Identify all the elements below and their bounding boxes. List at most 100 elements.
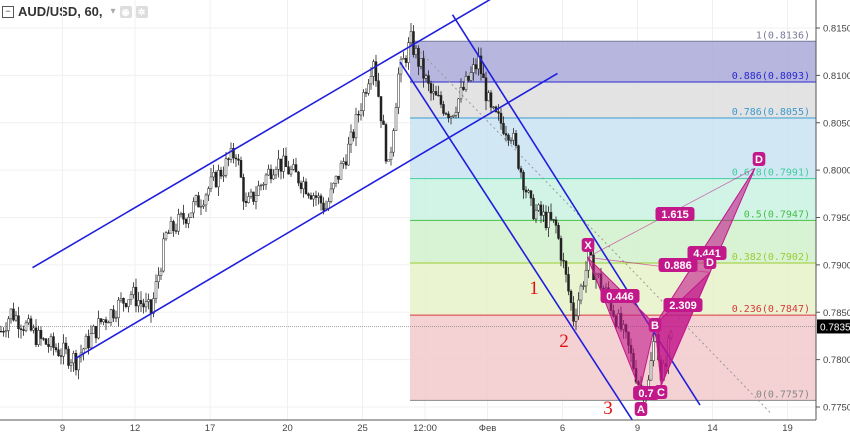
candle [439,95,443,105]
candle [189,212,193,218]
price-tick-label: 0.7750 [823,403,850,414]
price-tick-label: 0.7800 [823,355,850,366]
candle [29,318,33,331]
candle [339,163,343,180]
candle [212,172,215,178]
candle [22,329,25,331]
candle [232,148,235,159]
candle [267,168,270,176]
candle [117,299,120,319]
candle [262,184,265,186]
candle [144,301,148,308]
candle [272,174,275,180]
candle [517,145,520,169]
time-tick-label: 12 [130,423,141,433]
candle [112,309,115,319]
candle [129,294,133,301]
price-tick-label: 0.8100 [823,71,850,82]
candle [514,133,518,146]
candle [67,348,70,366]
candle [114,317,118,319]
candle [407,42,410,63]
price-tick-label: 0.8050 [823,118,850,129]
candle [7,318,10,331]
chevron-down-icon[interactable]: ▾ [110,6,116,17]
candle [39,330,43,339]
ratio-label-bg [663,298,703,312]
candle [497,111,500,114]
candle [274,168,278,176]
candle [397,73,400,108]
candle [62,342,65,357]
point-label-d-bg [703,255,717,269]
candle [277,158,280,170]
fib-level-label: 0.886(0.8093) [732,71,810,82]
candle [162,238,165,272]
fib-trend-line [409,40,771,413]
candle [169,221,173,234]
candle [322,202,325,211]
point-label-d: D [706,257,714,269]
fib-band [410,82,816,119]
candle [487,92,490,102]
candle [354,114,358,139]
point-label-b: B [651,320,659,332]
candle [137,300,140,307]
candle [509,139,513,142]
candle [419,58,423,67]
candle [579,285,583,301]
candle [374,61,378,82]
candle [4,330,8,333]
candle [154,281,158,299]
candle [99,318,103,323]
candle [247,196,250,203]
minus-box-icon[interactable]: − [2,5,14,18]
trend-line [399,61,634,421]
point-label-a: A [637,404,645,416]
candle [292,164,295,170]
candle [224,158,228,176]
time-tick-label: 6 [560,423,565,433]
candle [519,168,523,173]
candle [399,58,403,75]
candle [172,221,175,231]
wave-label: 3 [603,398,613,419]
candle [569,290,573,303]
candle [472,64,475,73]
candle [367,83,370,94]
candle [214,172,218,188]
candle [139,300,143,304]
candle [104,319,108,323]
point-label-c: C [657,387,665,399]
candle [469,72,473,81]
ratio-label: 2.309 [669,300,697,312]
candle [197,195,200,208]
candle [359,110,363,116]
candle [457,98,460,113]
candle [269,168,273,180]
candle [284,155,288,168]
candle [502,123,505,134]
candle [557,225,560,239]
candle [437,94,440,97]
candle [449,116,453,119]
candle [544,211,548,229]
gear-icon[interactable]: ✲ [135,5,148,18]
candle [334,175,338,184]
candle [134,286,138,307]
eye-icon[interactable]: ◉ [119,5,132,18]
candle [207,188,210,196]
candle [314,195,318,198]
fib-band [410,118,816,179]
candle [174,230,178,232]
price-tick-label: 0.8150 [823,24,850,35]
ratio-label-bg [687,246,727,260]
candle [219,169,223,177]
candle [387,159,390,162]
candle [242,177,245,202]
candle [389,151,393,160]
fib-band [410,220,816,263]
candle [384,124,388,162]
candle [49,336,53,347]
